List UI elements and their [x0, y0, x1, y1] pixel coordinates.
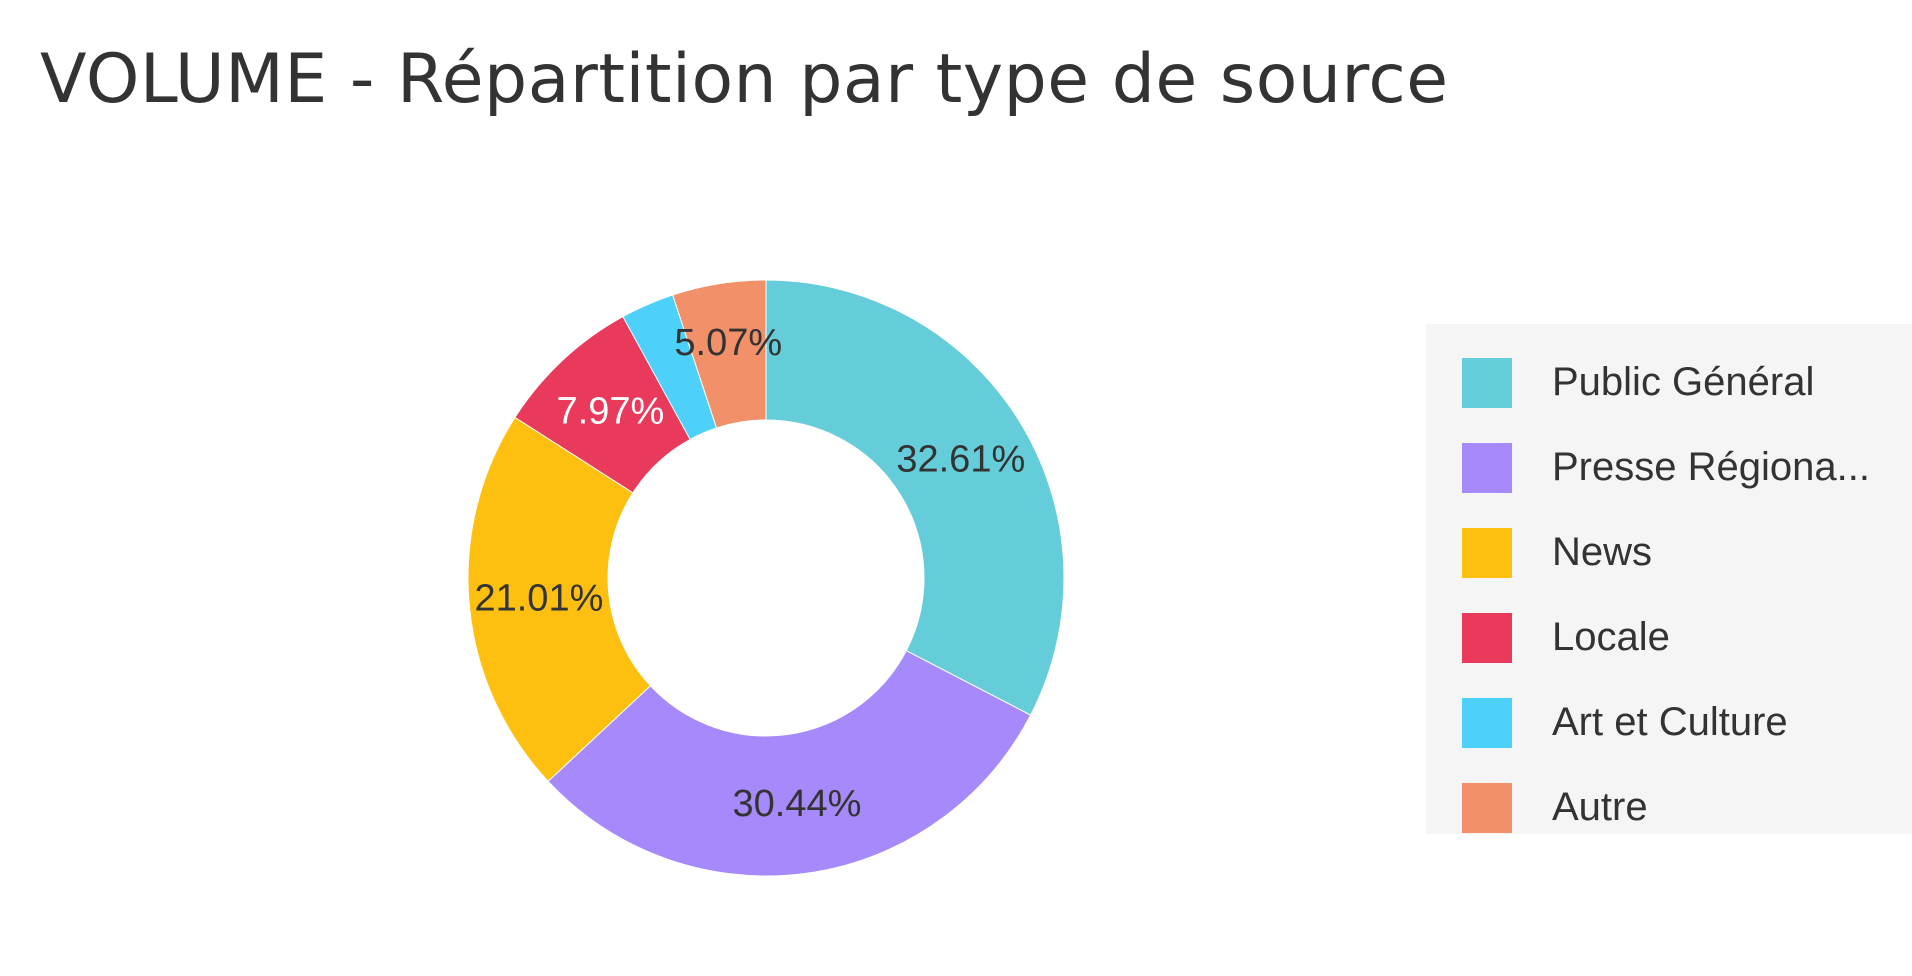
legend-label: Autre	[1552, 785, 1648, 829]
legend-swatch	[1462, 442, 1512, 493]
data-label-public-general: 32.61%	[896, 439, 1025, 481]
donut-chart: 32.61% 30.44% 21.01% 7.97%5.07%	[467, 279, 1065, 877]
legend-item-news[interactable]: News	[1426, 510, 1912, 595]
legend-label: Art et Culture	[1552, 700, 1788, 744]
legend-swatch	[1462, 782, 1512, 833]
slice-news[interactable]	[467, 416, 652, 783]
legend-label: Presse Régiona...	[1552, 445, 1870, 489]
slice-presse-regiona[interactable]	[547, 650, 1032, 877]
slice-public-general[interactable]	[765, 279, 1065, 716]
data-label-autre: 5.07%	[674, 322, 782, 364]
slice-autre[interactable]	[672, 279, 767, 429]
legend-swatch	[1462, 527, 1512, 578]
legend-item-autre[interactable]: Autre	[1426, 765, 1912, 850]
legend-swatch	[1462, 612, 1512, 663]
legend-label: News	[1552, 530, 1653, 574]
legend-label: Locale	[1552, 615, 1670, 659]
legend-item-art-et-culture[interactable]: Art et Culture	[1426, 680, 1912, 765]
chart-legend: Public Général Presse Régiona... News Local…	[1426, 324, 1912, 834]
legend-label: Public Général	[1552, 360, 1815, 404]
data-label-news: 21.01%	[474, 578, 603, 620]
legend-item-locale[interactable]: Locale	[1426, 595, 1912, 680]
legend-item-public-general[interactable]: Public Général	[1426, 340, 1912, 425]
legend-swatch	[1462, 697, 1512, 748]
legend-swatch	[1462, 357, 1512, 408]
chart-title: VOLUME - Répartition par type de source	[40, 40, 1449, 119]
legend-item-presse-regiona[interactable]: Presse Régiona...	[1426, 425, 1912, 510]
data-label-locale: 7.97%	[557, 390, 665, 432]
data-label-presse-regiona: 30.44%	[733, 783, 862, 825]
